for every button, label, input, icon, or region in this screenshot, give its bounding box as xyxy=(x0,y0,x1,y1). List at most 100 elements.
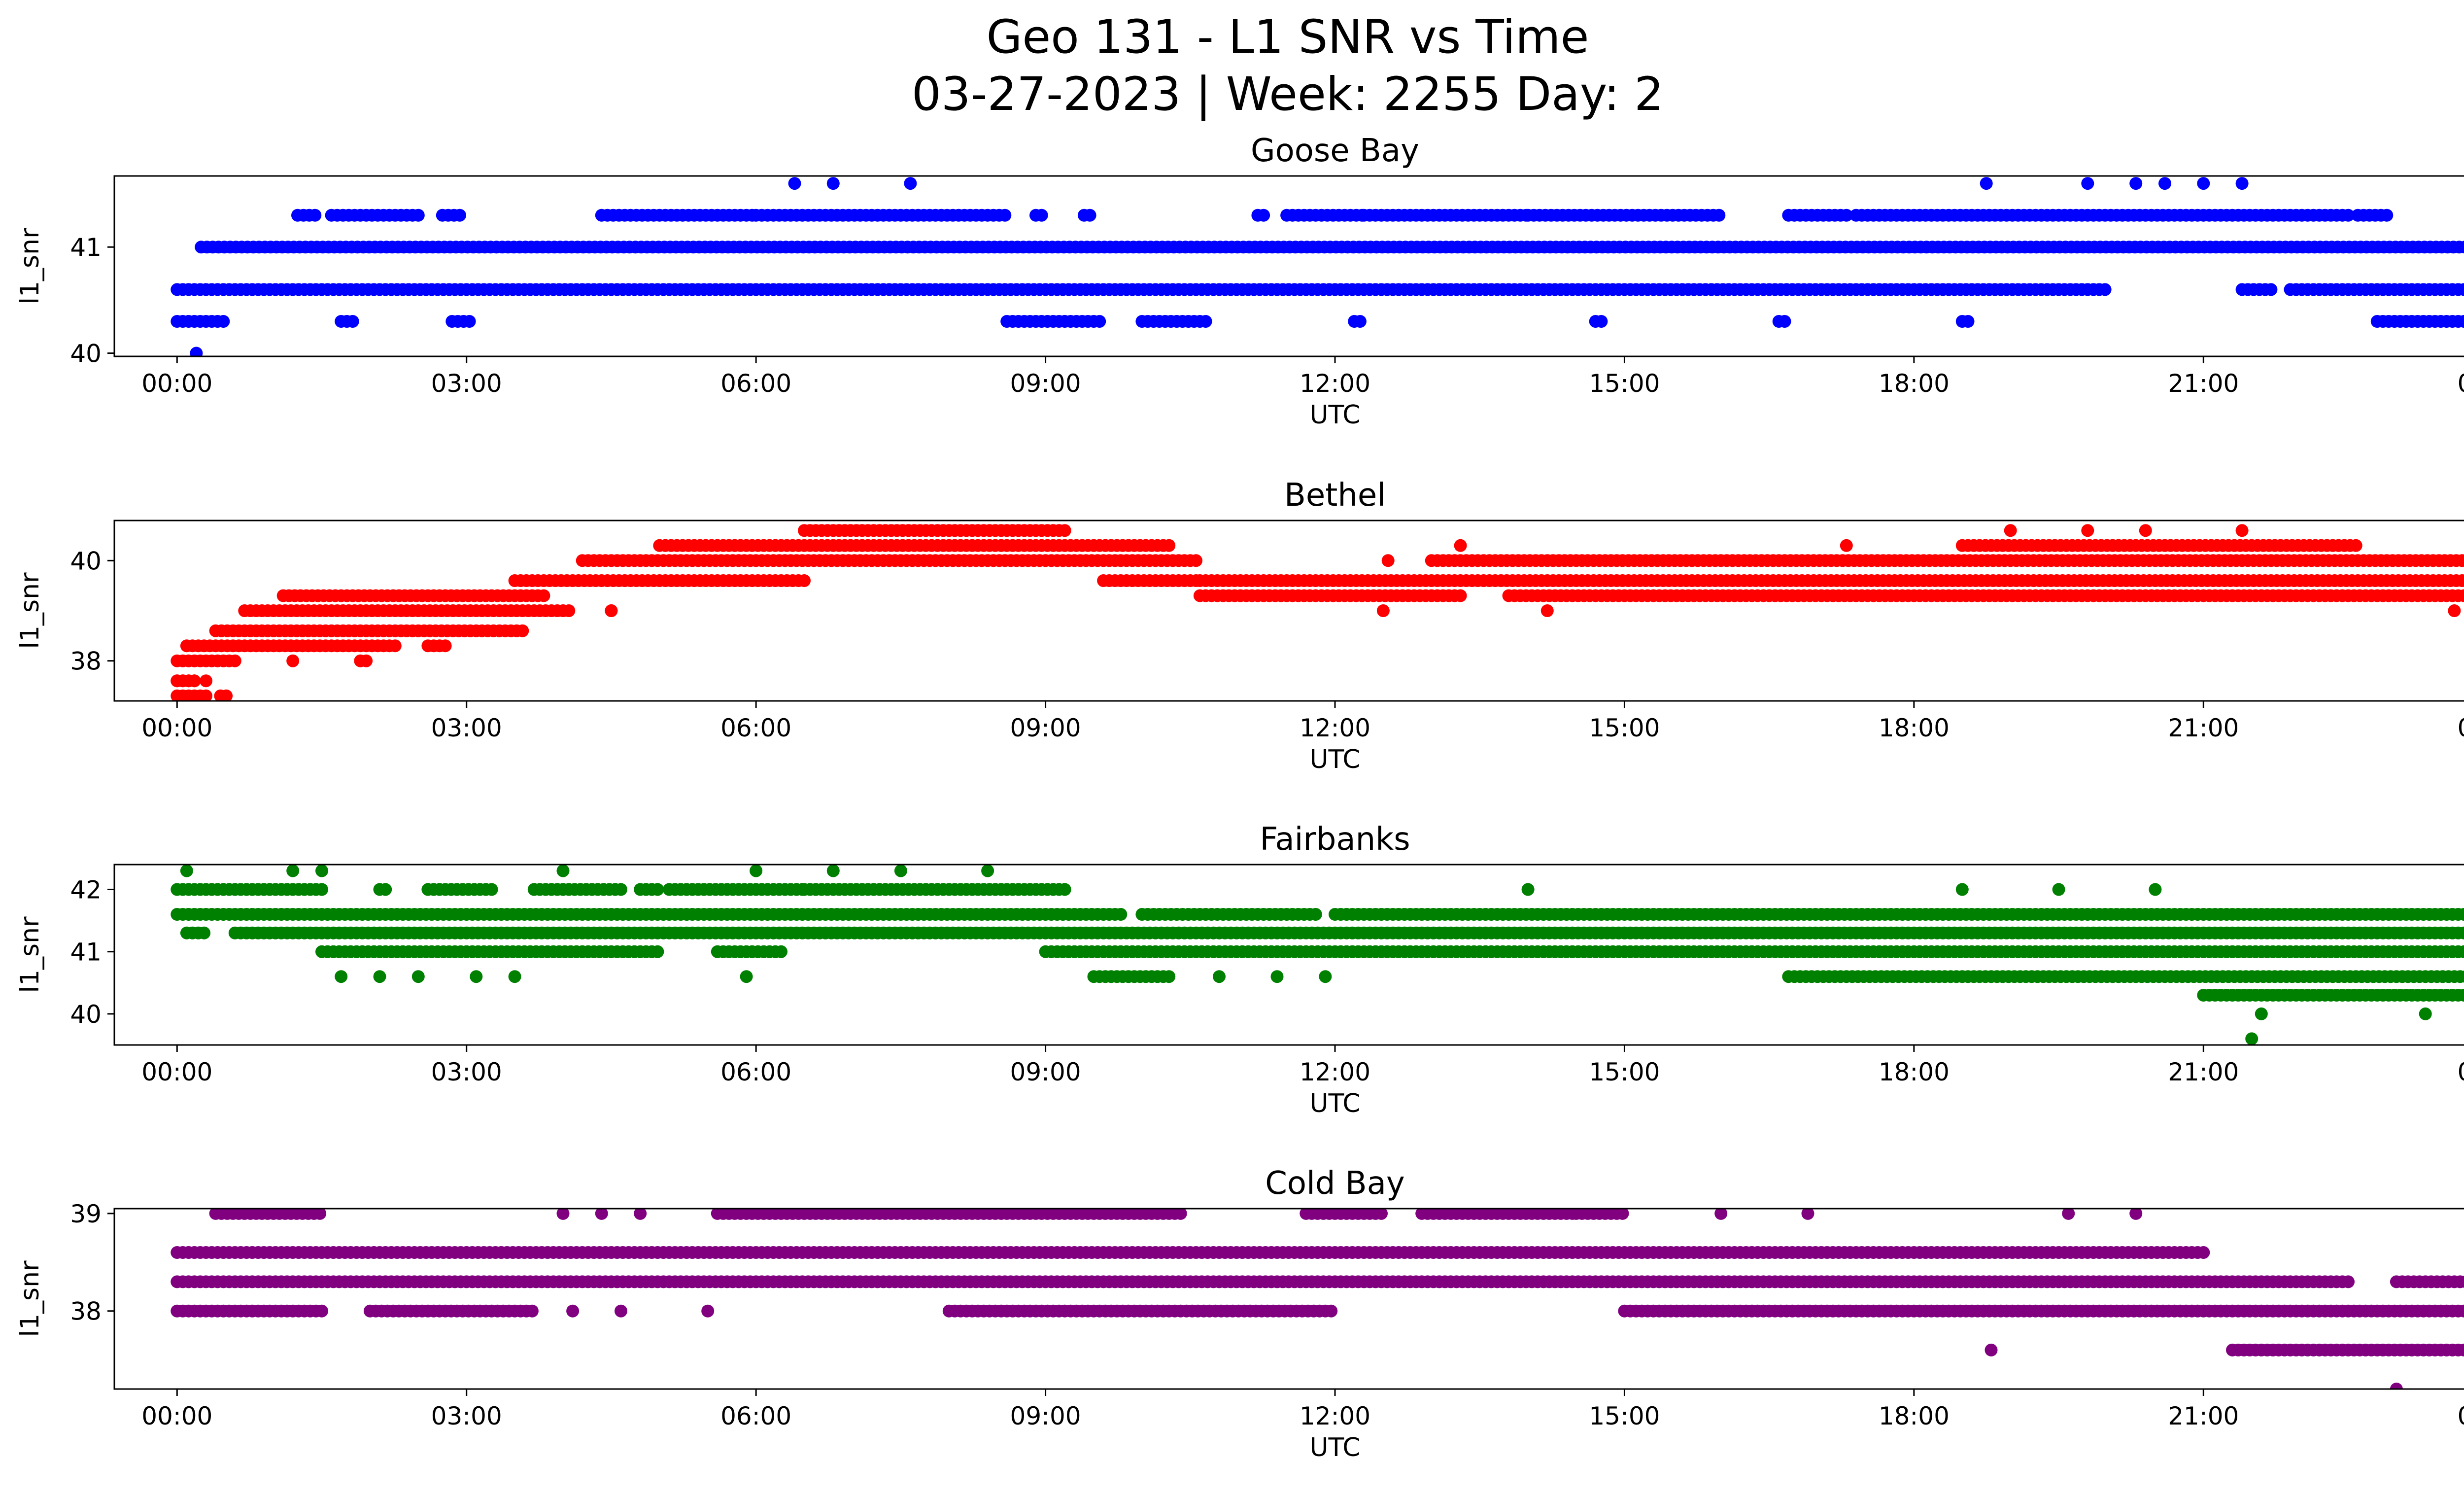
data-point xyxy=(1540,604,1554,617)
x-tick-label: 03:00 xyxy=(431,714,502,742)
data-point xyxy=(798,574,811,587)
data-point xyxy=(1840,209,1853,222)
data-point xyxy=(2458,241,2464,254)
data-point xyxy=(220,689,233,701)
data-point xyxy=(1114,908,1128,921)
data-point xyxy=(2139,524,2152,537)
data-point xyxy=(998,209,1012,222)
data-point xyxy=(1325,1304,1338,1318)
data-point xyxy=(1955,883,1969,896)
data-point xyxy=(2380,209,2394,222)
x-tick-label: 00:00 xyxy=(141,1058,212,1086)
data-point xyxy=(228,654,241,667)
figure-title: Geo 131 - L1 SNR vs Time 03-27-2023 | We… xyxy=(0,9,2464,123)
x-tick-label: 18:00 xyxy=(1879,369,1950,398)
data-point xyxy=(516,624,529,637)
y-axis-label: l1_snr xyxy=(15,228,45,305)
data-point xyxy=(556,865,570,877)
data-point xyxy=(2245,1032,2259,1045)
data-point xyxy=(1035,209,1048,222)
scatter-points xyxy=(171,524,2464,701)
data-point xyxy=(1213,970,1226,983)
subplot-title: Cold Bay xyxy=(1265,1165,1405,1202)
data-point xyxy=(1199,315,1212,328)
x-tick-label: 12:00 xyxy=(1300,714,1370,742)
data-point xyxy=(315,1304,328,1318)
data-point xyxy=(2235,524,2249,537)
data-point xyxy=(2458,315,2464,328)
data-point xyxy=(411,209,425,222)
data-point xyxy=(1270,970,1284,983)
data-point xyxy=(308,209,322,222)
data-point xyxy=(217,315,230,328)
data-point xyxy=(485,883,498,896)
x-axis-label: UTC xyxy=(1309,745,1360,774)
data-point xyxy=(2197,1246,2210,1259)
data-point xyxy=(2461,575,2464,586)
data-point xyxy=(1980,177,1993,190)
data-point xyxy=(2349,539,2362,552)
data-point xyxy=(2458,945,2464,958)
x-tick-label: 00:00 xyxy=(2458,1058,2464,1086)
x-tick-label: 12:00 xyxy=(1300,1058,1370,1086)
data-point xyxy=(2081,177,2094,190)
x-tick-label: 09:00 xyxy=(1010,714,1081,742)
subplot-title: Fairbanks xyxy=(1260,821,1410,858)
data-point xyxy=(2458,989,2464,1002)
data-point xyxy=(2264,283,2278,296)
data-point xyxy=(188,674,201,688)
data-point xyxy=(2458,589,2464,602)
data-point xyxy=(1840,539,1853,552)
x-tick-label: 09:00 xyxy=(1010,1058,1081,1086)
scatter-points xyxy=(171,1209,2464,1389)
data-point xyxy=(537,589,550,602)
data-point xyxy=(2081,524,2094,537)
data-point xyxy=(286,654,300,667)
data-point xyxy=(981,865,994,877)
y-tick-label: 38 xyxy=(70,647,102,676)
x-tick-label: 00:00 xyxy=(2458,714,2464,742)
data-point xyxy=(2456,574,2464,587)
x-tick-label: 21:00 xyxy=(2168,1058,2239,1086)
data-point xyxy=(1190,554,1202,567)
data-point xyxy=(1163,970,1176,983)
data-point xyxy=(1257,209,1270,222)
data-point xyxy=(826,865,840,877)
data-point xyxy=(2456,554,2464,567)
x-tick-label: 15:00 xyxy=(1589,714,1660,742)
data-point xyxy=(190,347,203,356)
x-tick-label: 15:00 xyxy=(1589,369,1660,398)
data-point xyxy=(200,674,212,688)
data-point xyxy=(2448,604,2461,617)
data-point xyxy=(2255,1007,2268,1020)
axes-frame xyxy=(113,175,2464,357)
data-point xyxy=(1712,209,1726,222)
data-point xyxy=(1083,209,1096,222)
x-tick-label: 06:00 xyxy=(720,714,791,742)
data-point xyxy=(200,689,212,701)
x-axis-label: UTC xyxy=(1309,1089,1360,1118)
data-point xyxy=(1174,1209,1187,1220)
data-point xyxy=(1381,554,1395,567)
data-point xyxy=(2158,177,2171,190)
data-point xyxy=(2098,283,2112,296)
data-point xyxy=(750,865,763,877)
scatter-points xyxy=(171,177,2464,356)
data-point xyxy=(1093,315,1106,328)
data-point xyxy=(470,970,483,983)
data-point xyxy=(1961,315,1975,328)
figure-title-line2: 03-27-2023 | Week: 2255 Day: 2 xyxy=(911,68,1664,121)
data-point xyxy=(388,639,402,653)
x-tick-label: 12:00 xyxy=(1300,369,1370,398)
data-point xyxy=(605,604,618,617)
data-point xyxy=(1309,908,1322,921)
data-point xyxy=(2342,209,2355,222)
data-point xyxy=(1353,315,1367,328)
x-tick-label: 21:00 xyxy=(2168,369,2239,398)
data-point xyxy=(904,177,917,190)
y-tick-label: 40 xyxy=(70,340,102,368)
x-tick-label: 00:00 xyxy=(141,714,212,742)
